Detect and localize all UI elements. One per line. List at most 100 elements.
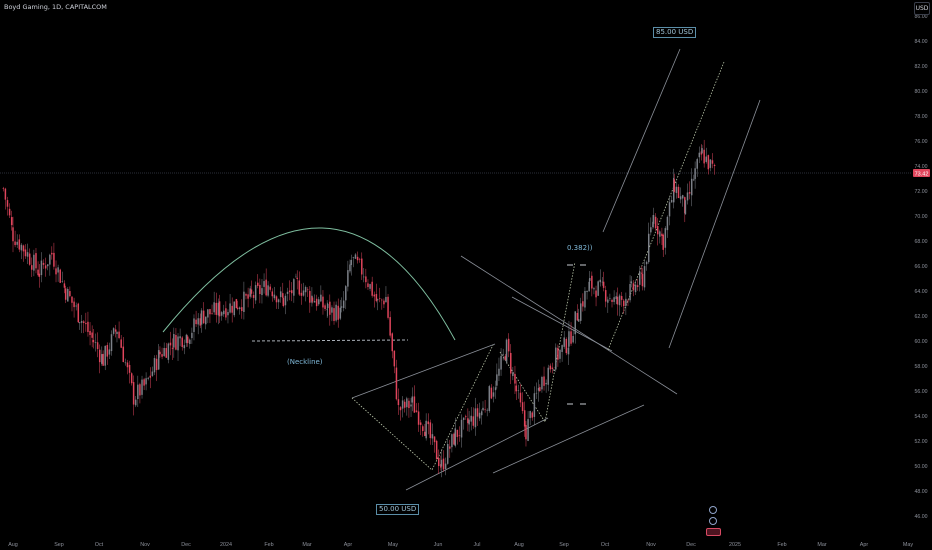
candle-body <box>279 291 282 298</box>
candle-body <box>484 409 486 411</box>
candle-body <box>8 208 11 216</box>
candle-body <box>468 419 470 425</box>
candle-body <box>563 337 565 347</box>
candle-body <box>235 299 238 309</box>
candle-body <box>22 245 25 252</box>
candle-body <box>597 281 599 296</box>
candle-body <box>427 421 430 425</box>
candle-body <box>602 281 605 288</box>
candle-body <box>397 399 400 406</box>
candle-body <box>393 350 396 367</box>
candle-body <box>568 331 570 347</box>
candle-body <box>87 321 89 332</box>
price-tick-label: 70.00 <box>915 214 928 220</box>
candle-body <box>533 393 536 417</box>
candle-body <box>254 285 257 301</box>
candle-body <box>347 270 349 287</box>
candle-body <box>245 294 247 296</box>
candle-body <box>163 347 165 356</box>
candle-body <box>284 295 287 306</box>
candle-body <box>306 289 309 291</box>
neckline-label: (Neckline) <box>287 358 323 366</box>
candle-body <box>320 294 322 302</box>
candle-body <box>269 286 271 290</box>
candle-body <box>223 310 225 315</box>
candle-body <box>666 216 669 231</box>
candle-body <box>302 290 305 296</box>
price-tick-label: 86.00 <box>915 14 928 20</box>
candle-body <box>510 352 512 374</box>
candle-body <box>574 311 577 335</box>
price-tick-label: 82.00 <box>915 64 928 70</box>
add-plus-icon[interactable] <box>709 506 717 514</box>
candle-body <box>218 301 221 317</box>
price-axis: 86.00 84.00 82.00 80.00 78.00 76.00 74.00 72.00… <box>915 14 928 520</box>
candle-body <box>191 332 193 339</box>
candle-body <box>209 309 211 315</box>
candle-body <box>636 285 639 288</box>
candle-body <box>545 382 547 385</box>
candle-body <box>181 337 183 347</box>
candle-body <box>517 390 520 391</box>
candle-body <box>599 279 601 283</box>
candle-body <box>690 178 693 196</box>
target-bottom-label: 50.00 USD <box>376 504 420 515</box>
candle-body <box>472 416 475 426</box>
price-tick-label: 68.00 <box>915 239 928 245</box>
candle-body <box>661 233 663 236</box>
candle-body <box>588 281 590 292</box>
candle-body <box>529 411 531 418</box>
candle-body <box>381 299 383 301</box>
candle-body <box>53 252 55 267</box>
candle-body <box>173 334 175 348</box>
candle-body <box>389 317 391 336</box>
candle-body <box>406 398 408 408</box>
candle-body <box>26 252 29 257</box>
candle-body <box>482 407 484 411</box>
price-tick-label: 62.00 <box>915 314 928 320</box>
price-tick-label: 76.00 <box>915 139 928 145</box>
currency-button[interactable]: USD <box>914 2 930 15</box>
candle-body <box>582 301 584 307</box>
candle-body <box>618 295 621 306</box>
candle-body <box>641 272 643 274</box>
candle-body <box>638 271 641 285</box>
candle-body <box>500 356 502 370</box>
candle-body <box>474 408 477 428</box>
alert-icon[interactable] <box>709 517 717 525</box>
candle-body <box>339 307 342 319</box>
candle-body <box>698 152 701 158</box>
candle-body <box>183 345 186 349</box>
candle-body <box>252 295 255 298</box>
candle-body <box>69 291 71 297</box>
candle-body <box>200 310 203 325</box>
pattern-line-lower-2 <box>492 404 645 474</box>
candle-body <box>33 254 35 271</box>
time-tick-label: Oct <box>601 542 610 548</box>
candle-body <box>329 301 331 315</box>
time-tick-label: 2024 <box>220 542 232 548</box>
time-tick-label: Nov <box>140 542 150 548</box>
candle-body <box>217 302 220 316</box>
time-tick-label: Dec <box>181 542 191 548</box>
candle-body <box>521 402 524 411</box>
event-marker-icon[interactable] <box>706 528 721 536</box>
candle-body <box>431 434 434 439</box>
candle-body <box>570 331 572 344</box>
candle-body <box>470 415 472 422</box>
price-tick-label: 56.00 <box>915 389 928 395</box>
candle-body <box>413 396 416 413</box>
current-price-label: 73.42 <box>915 171 929 177</box>
candle-body <box>10 217 13 226</box>
candle-body <box>73 301 75 308</box>
candle-body <box>615 296 617 300</box>
time-tick-label: Mar <box>302 542 311 548</box>
candle-body <box>157 350 160 370</box>
candle-body <box>369 284 371 289</box>
candle-body <box>505 339 508 362</box>
candle-body <box>233 301 236 316</box>
candle-body <box>519 392 522 403</box>
candle-body <box>189 339 191 344</box>
candle-body <box>352 257 355 258</box>
